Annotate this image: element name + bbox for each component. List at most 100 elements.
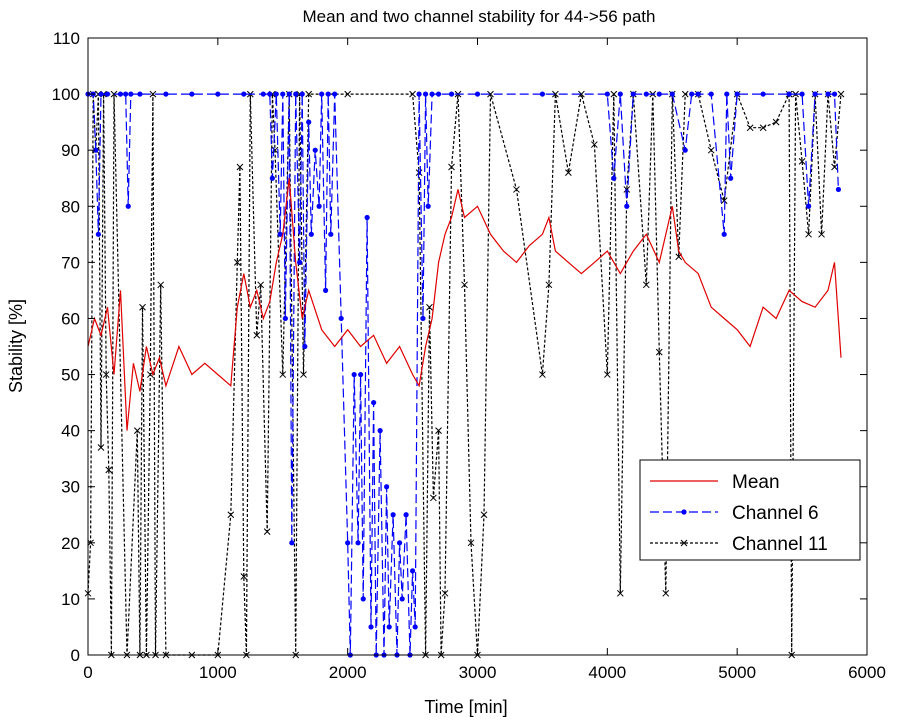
- y-tick-label: 30: [61, 478, 80, 497]
- data-point: [448, 91, 455, 97]
- data-point: [565, 169, 572, 176]
- legend-label: Mean: [732, 472, 780, 493]
- data-point: [344, 90, 352, 98]
- data-point: [399, 596, 405, 602]
- data-point: [403, 512, 409, 518]
- data-point: [133, 427, 141, 434]
- y-tick-label: 20: [61, 534, 80, 553]
- y-tick-label: 50: [61, 366, 80, 385]
- data-point: [630, 91, 636, 97]
- data-point: [102, 371, 110, 378]
- data-point: [662, 589, 670, 597]
- data-point: [818, 230, 825, 238]
- data-point: [149, 90, 157, 98]
- data-point: [368, 624, 374, 630]
- x-tick-label: 5000: [718, 663, 756, 682]
- data-point: [409, 568, 416, 574]
- series-line: [87, 178, 842, 431]
- data-point: [263, 528, 271, 535]
- x-tick-label: 4000: [588, 663, 626, 682]
- y-axis-label: Stability [%]: [6, 299, 26, 393]
- x-tick-label: 3000: [459, 663, 497, 682]
- plot-area: [84, 90, 845, 659]
- x-tick-label: 0: [83, 663, 92, 682]
- data-point: [831, 163, 838, 171]
- data-point: [277, 231, 283, 237]
- data-point: [448, 163, 455, 171]
- data-point: [590, 141, 598, 148]
- data-point: [93, 147, 99, 153]
- data-point: [338, 315, 344, 322]
- data-point: [798, 158, 806, 165]
- y-tick-label: 90: [61, 141, 80, 160]
- data-point: [117, 91, 124, 97]
- data-point: [655, 348, 663, 356]
- data-point: [125, 203, 131, 209]
- legend-marker: [680, 539, 688, 547]
- data-point: [480, 511, 488, 519]
- legend-marker: [681, 509, 687, 515]
- data-point: [139, 303, 146, 311]
- y-tick-label: 110: [53, 29, 80, 48]
- data-point: [656, 91, 662, 97]
- data-point: [397, 540, 403, 546]
- data-point: [681, 90, 689, 98]
- data-point: [215, 91, 221, 97]
- data-point: [720, 197, 728, 205]
- x-tick-label: 2000: [329, 663, 367, 682]
- x-axis-label: Time [min]: [424, 697, 507, 717]
- data-point: [345, 540, 351, 546]
- data-point: [759, 124, 767, 132]
- data-point: [616, 589, 624, 597]
- data-point: [805, 230, 812, 238]
- data-point: [426, 303, 433, 311]
- y-tick-label: 60: [61, 309, 80, 328]
- y-tick-label: 10: [61, 590, 80, 609]
- data-point: [728, 175, 734, 181]
- legend: Mean Channel 6 Channel 11: [639, 459, 861, 561]
- data-point: [384, 484, 390, 490]
- data-point: [435, 91, 442, 97]
- data-point: [552, 90, 559, 98]
- data-point: [110, 90, 118, 98]
- axis-ticks: 0 1000 2000 3000 4000 5000 6000 0 10 20 30 40 50 60 70…: [52, 29, 886, 682]
- data-point: [467, 539, 475, 547]
- data-point: [364, 214, 370, 221]
- data-point: [412, 624, 418, 630]
- data-point: [578, 90, 585, 98]
- data-point: [835, 186, 842, 193]
- data-point: [441, 589, 449, 597]
- data-point: [98, 91, 104, 97]
- data-point: [786, 91, 792, 97]
- data-point: [409, 90, 416, 98]
- data-point: [240, 573, 248, 580]
- x-tick-label: 1000: [199, 663, 237, 682]
- axes-frame: [87, 37, 868, 656]
- data-point: [95, 231, 101, 237]
- data-point: [695, 91, 701, 97]
- data-point: [461, 281, 468, 289]
- data-point: [377, 428, 383, 434]
- data-point: [358, 371, 364, 378]
- data-point: [316, 203, 322, 209]
- data-point: [260, 91, 266, 97]
- data-point: [282, 315, 288, 322]
- y-tick-label: 0: [71, 646, 80, 665]
- data-point: [269, 175, 275, 181]
- data-point: [734, 91, 740, 97]
- data-point: [435, 427, 442, 434]
- data-point: [123, 91, 129, 97]
- data-point: [371, 399, 377, 406]
- data-point: [293, 91, 299, 97]
- data-point: [623, 186, 631, 193]
- data-point: [163, 91, 169, 97]
- data-point: [760, 91, 766, 97]
- data-point: [487, 90, 494, 98]
- data-point: [299, 91, 305, 97]
- data-point: [306, 119, 312, 125]
- data-point: [322, 287, 329, 294]
- data-point: [257, 281, 265, 289]
- series-channel-6: [85, 91, 842, 658]
- data-point: [831, 91, 838, 97]
